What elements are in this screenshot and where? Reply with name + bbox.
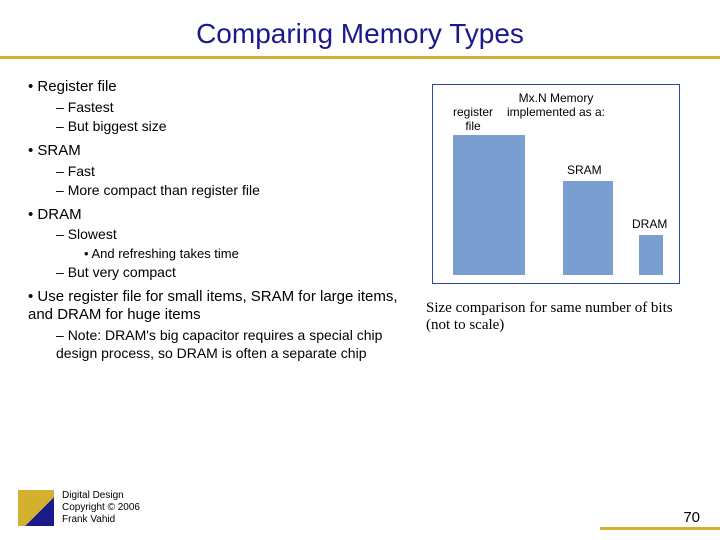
footer-logo [18,490,54,526]
bar-label-register: registerfile [443,105,503,133]
size-comparison-chart: Mx.N Memory implemented as a: registerfi… [432,84,680,284]
bullet-biggest: But biggest size [56,118,408,136]
bullet-fastest: Fastest [56,99,408,117]
bar-register-file [453,135,525,275]
bar-label-sram: SRAM [567,163,602,177]
chart-bars: registerfile SRAM DRAM [433,125,679,275]
bar-sram [563,181,613,275]
bar-dram [639,235,663,275]
footer-accent [600,527,720,530]
bullet-list: Register file Fastest But biggest size S… [28,72,408,362]
bullet-usage: Use register file for small items, SRAM … [28,288,408,326]
bullet-slowest: Slowest [56,226,408,244]
chart-caption: Size comparison for same number of bits … [426,300,686,334]
bullet-dram: DRAM [28,206,408,225]
bullet-very-compact: But very compact [56,264,408,282]
bullet-fast: Fast [56,163,408,181]
bar-label-dram: DRAM [632,217,667,231]
bullet-register-file: Register file [28,78,408,97]
bullet-refresh: And refreshing takes time [84,246,408,262]
footer-credits: Digital Design Copyright © 2006 Frank Va… [62,490,140,526]
bullet-sram: SRAM [28,142,408,161]
bullet-note: Note: DRAM's big capacitor requires a sp… [56,327,408,362]
slide-title: Comparing Memory Types [0,0,720,50]
page-number: 70 [683,509,700,526]
bullet-compact: More compact than register file [56,182,408,200]
title-underline [0,56,720,59]
